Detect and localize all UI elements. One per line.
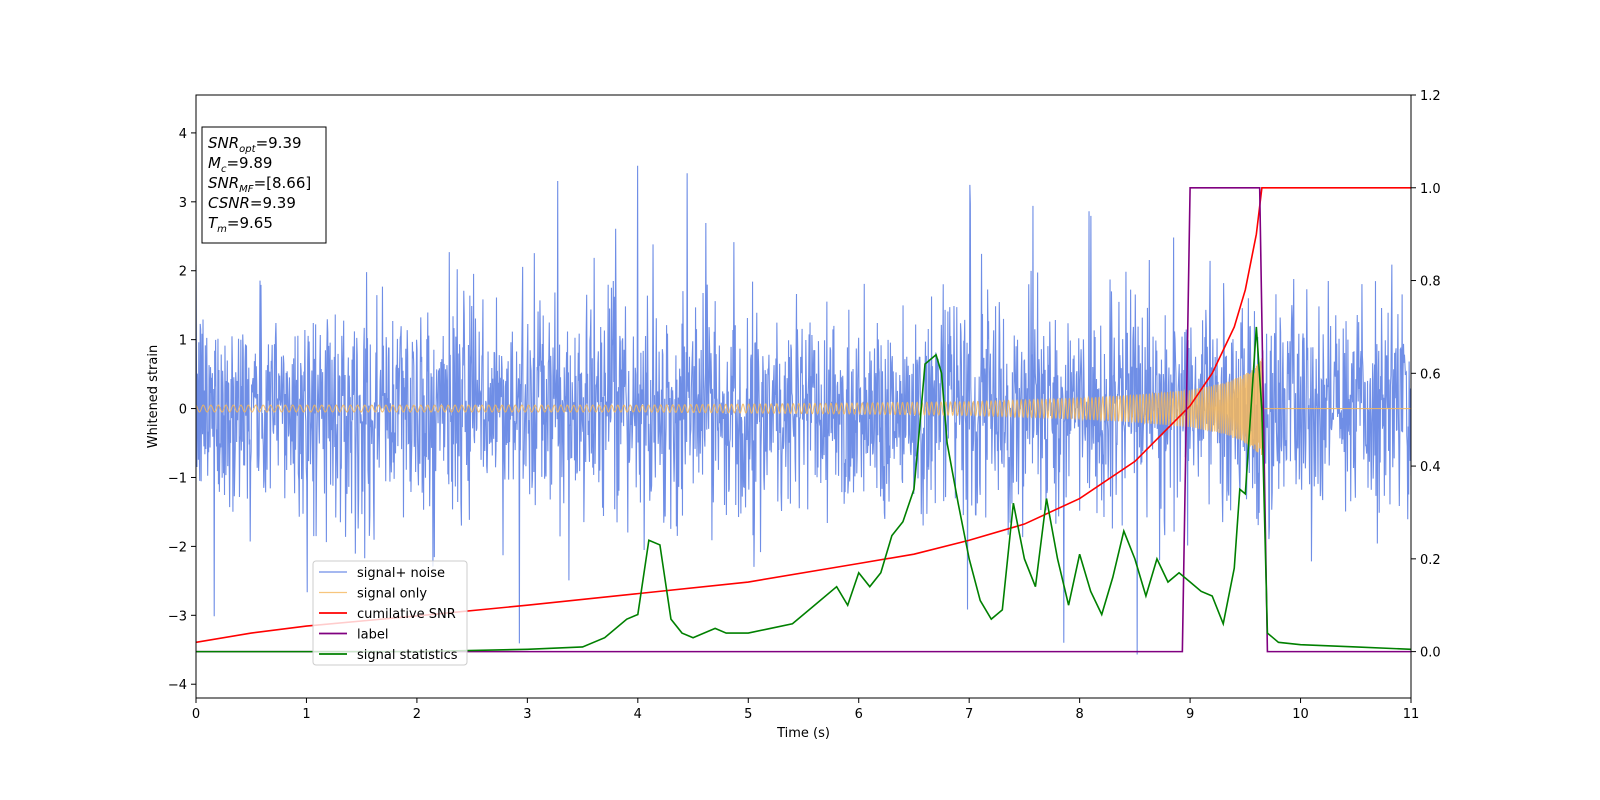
signal-statistics-line xyxy=(196,326,1411,653)
stat-line: Mc=9.89 xyxy=(208,154,272,175)
x-tick-label: 6 xyxy=(855,707,863,722)
y-right-tick-label: 0.6 xyxy=(1420,367,1441,382)
x-tick-label: 5 xyxy=(744,707,752,722)
x-tick-label: 4 xyxy=(634,707,642,722)
signal-line xyxy=(196,358,1411,456)
y-right-tick-label: 0.0 xyxy=(1420,646,1441,661)
x-tick-label: 0 xyxy=(192,707,200,722)
y-left-tick-label: −4 xyxy=(168,678,187,693)
x-tick-label: 7 xyxy=(965,707,973,722)
stat-line: CSNR=9.39 xyxy=(208,194,296,212)
x-tick-label: 1 xyxy=(302,707,310,722)
signal-only-series xyxy=(196,358,1411,456)
y-right-tick-label: 0.2 xyxy=(1420,553,1441,568)
y-left-tick-label: −1 xyxy=(168,471,187,486)
legend: signal+ noise signal only cumilative SNR la… xyxy=(312,560,468,666)
y-axis-label: Whitened strain xyxy=(146,345,161,448)
legend-label: signal+ noise xyxy=(357,566,445,581)
plot-frame xyxy=(195,94,1412,699)
legend-label: cumilative SNR xyxy=(357,607,456,622)
y-axis-right: 0.0 0.2 0.4 0.6 0.8 1.0 1.2 xyxy=(1411,89,1441,661)
x-tick-label: 9 xyxy=(1186,707,1194,722)
x-tick-label: 3 xyxy=(523,707,531,722)
legend-frame xyxy=(312,560,468,666)
stat-line: Tm=9.65 xyxy=(208,214,273,235)
signal-statistics-series xyxy=(196,326,1411,653)
x-tick-label: 8 xyxy=(1075,707,1083,722)
legend-label: signal statistics xyxy=(357,648,458,663)
y-left-tick-label: −2 xyxy=(168,540,187,555)
y-left-tick-label: 2 xyxy=(179,265,187,280)
y-left-tick-label: 3 xyxy=(179,196,187,211)
label-series xyxy=(196,186,1411,653)
stats-box-frame xyxy=(201,126,327,244)
y-right-tick-label: 0.4 xyxy=(1420,460,1441,475)
legend-label: signal only xyxy=(357,587,427,602)
y-left-tick-label: 4 xyxy=(179,127,187,142)
x-tick-label: 10 xyxy=(1292,707,1309,722)
stat-line: SNRopt=9.39 xyxy=(208,134,302,155)
x-axis: 0 1 2 3 4 5 6 7 8 9 10 11 xyxy=(192,698,1419,722)
y-right-tick-label: 1.0 xyxy=(1420,182,1441,197)
x-tick-label: 11 xyxy=(1403,707,1420,722)
y-left-tick-label: −3 xyxy=(168,609,187,624)
stat-line: SNRMF=[8.66] xyxy=(208,174,311,195)
y-right-tick-label: 0.8 xyxy=(1420,275,1441,290)
y-left-tick-label: 0 xyxy=(179,403,187,418)
y-axis-left: −4 −3 −2 −1 0 1 2 3 4 xyxy=(168,127,196,693)
x-axis-label: Time (s) xyxy=(776,726,830,741)
label-line xyxy=(196,186,1411,653)
y-left-tick-label: 1 xyxy=(179,334,187,349)
y-right-tick-label: 1.2 xyxy=(1420,89,1441,104)
legend-label: label xyxy=(357,628,388,643)
x-tick-label: 2 xyxy=(413,707,421,722)
